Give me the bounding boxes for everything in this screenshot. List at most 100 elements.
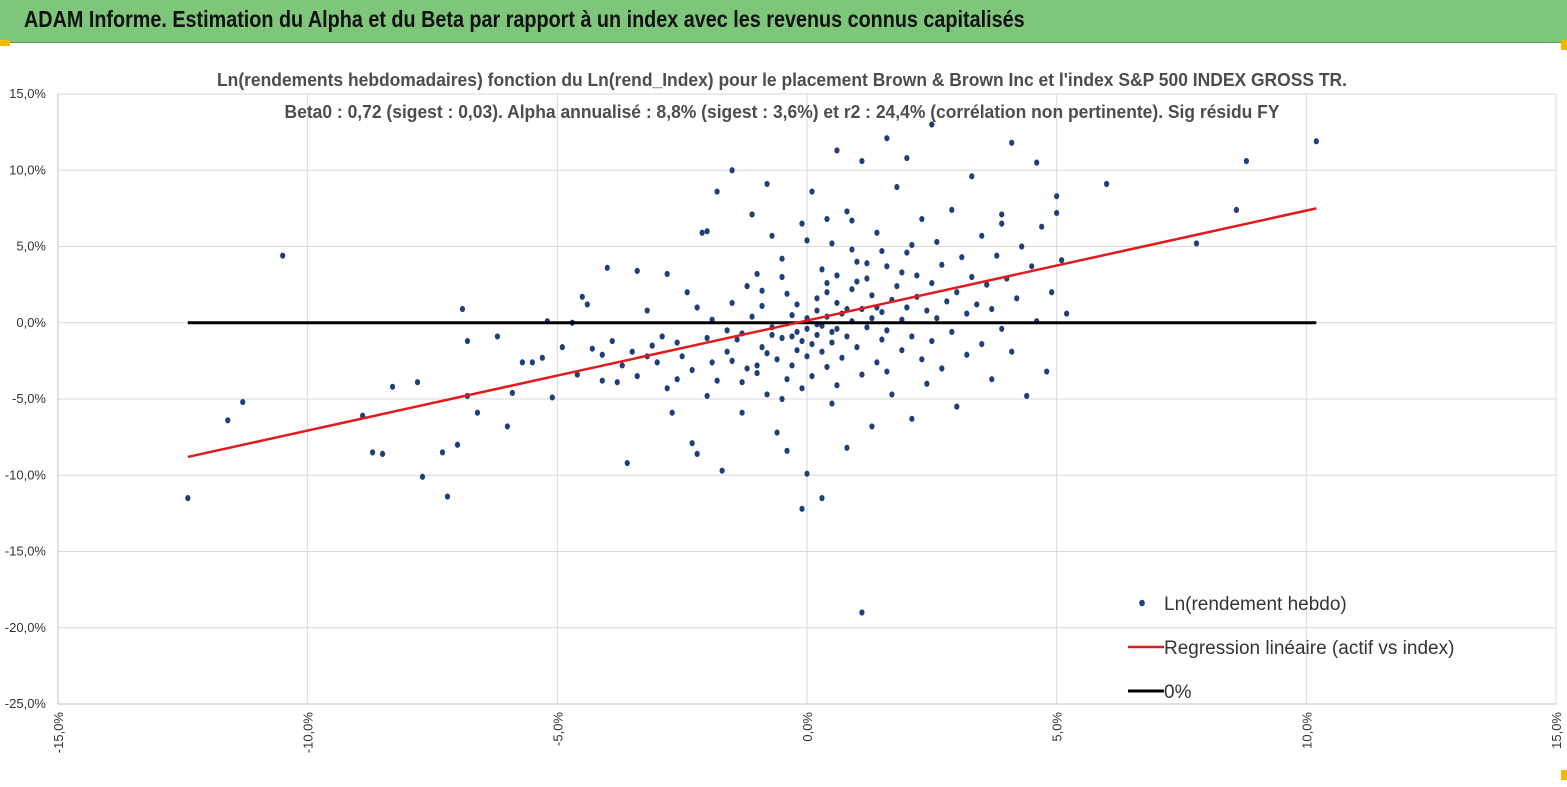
scatter-point <box>814 295 820 302</box>
scatter-point <box>874 359 880 366</box>
scatter-point <box>809 341 815 348</box>
scatter-point <box>619 362 625 369</box>
scatter-point <box>854 278 860 285</box>
scatter-point <box>759 344 765 351</box>
scatter-point <box>1014 295 1020 302</box>
y-tick-label: -15,0% <box>5 544 47 559</box>
scatter-point <box>744 365 750 372</box>
scatter-point <box>924 307 930 314</box>
scatter-point <box>779 395 785 403</box>
scatter-point <box>769 331 775 339</box>
scatter-point <box>864 260 870 267</box>
scatter-point <box>794 328 800 335</box>
scatter-point <box>799 505 805 512</box>
scatter-point <box>884 263 890 270</box>
scatter-point <box>579 293 585 300</box>
scatter-point <box>724 348 730 355</box>
scatter-point <box>969 273 975 281</box>
scatter-point <box>1039 223 1045 230</box>
y-tick-label: 10,0% <box>9 162 46 177</box>
scatter-point <box>939 261 945 268</box>
scatter-point <box>739 379 745 386</box>
scatter-point <box>834 382 840 389</box>
scatter-point <box>1009 139 1015 146</box>
scatter-point <box>984 281 990 288</box>
scatter-point <box>1243 158 1250 165</box>
scatter-point <box>934 238 940 246</box>
y-tick-label: -10,0% <box>5 467 47 482</box>
scatter-point <box>799 385 805 392</box>
scatter-point <box>1193 240 1200 247</box>
scatter-point <box>824 363 830 371</box>
scatter-point <box>899 269 905 276</box>
scatter-point <box>969 173 975 180</box>
scatter-point <box>909 415 915 422</box>
x-tick-label: -10,0% <box>301 712 316 754</box>
corner-marker-top-right <box>1561 40 1567 50</box>
scatter-point <box>799 337 805 345</box>
x-tick-label: 0,0% <box>800 712 815 742</box>
corner-marker-bottom-right <box>1561 770 1567 780</box>
scatter-point <box>280 252 286 259</box>
scatter-point <box>804 353 810 360</box>
scatter-point <box>849 217 855 224</box>
scatter-point <box>919 215 925 223</box>
scatter-point <box>864 275 870 282</box>
scatter-point <box>464 337 471 345</box>
scatter-point <box>864 324 870 331</box>
legend-label: Ln(rendement hebdo) <box>1164 594 1347 615</box>
scatter-point <box>859 371 865 378</box>
scatter-point <box>1019 243 1025 250</box>
scatter-point <box>624 459 630 467</box>
scatter-points <box>185 121 1319 616</box>
y-tick-label: -20,0% <box>5 620 47 635</box>
legend-marker-scatter <box>1139 599 1145 607</box>
scatter-point <box>1104 180 1110 188</box>
x-tick-label: 15,0% <box>1549 712 1564 749</box>
scatter-point <box>389 383 396 390</box>
reference-lines <box>187 207 1317 459</box>
scatter-point <box>859 158 865 165</box>
scatter-point <box>764 180 770 188</box>
scatter-point <box>789 312 795 319</box>
scatter-point <box>664 270 670 278</box>
scatter-point <box>894 283 900 290</box>
scatter-point <box>734 336 740 343</box>
scatter-point <box>994 252 1000 259</box>
scatter-point <box>689 366 695 374</box>
scatter-point <box>849 246 855 253</box>
scatter-point <box>764 350 770 357</box>
scatter-point <box>819 348 825 355</box>
scatter-point <box>509 389 515 396</box>
scatter-point <box>869 423 875 430</box>
scatter-point <box>599 351 605 358</box>
scatter-point <box>1024 392 1030 400</box>
legend-label: 0% <box>1164 682 1192 703</box>
scatter-point <box>419 473 426 480</box>
y-tick-label: 0,0% <box>16 315 46 330</box>
scatter-point <box>989 305 995 313</box>
y-tick-label: 15,0% <box>9 86 46 101</box>
x-tick-label: 5,0% <box>1050 712 1065 742</box>
scatter-point <box>929 337 935 345</box>
scatter-point <box>754 362 760 369</box>
axes: -15,0% -10,0% -5,0% 0,0% 5,0% 10,0% 15,0% 15,0%… <box>5 86 1564 753</box>
scatter-point <box>909 241 915 249</box>
scatter-point <box>809 188 815 195</box>
scatter-point <box>879 336 885 343</box>
scatter-point <box>225 417 231 424</box>
scatter-point <box>240 398 246 406</box>
scatter-point <box>904 154 910 162</box>
scatter-point <box>1009 348 1015 355</box>
scatter-point <box>519 359 525 366</box>
scatter-point <box>749 211 755 218</box>
chart-title: Ln(rendements hebdomadaires) fonction du… <box>217 69 1347 90</box>
scatter-point <box>674 376 680 383</box>
scatter-point <box>909 333 915 340</box>
scatter-point <box>954 289 960 296</box>
scatter-point <box>754 369 760 377</box>
scatter-point <box>599 377 605 384</box>
scatter-point <box>654 359 660 366</box>
scatter-point <box>974 301 980 308</box>
scatter-point <box>669 409 675 416</box>
